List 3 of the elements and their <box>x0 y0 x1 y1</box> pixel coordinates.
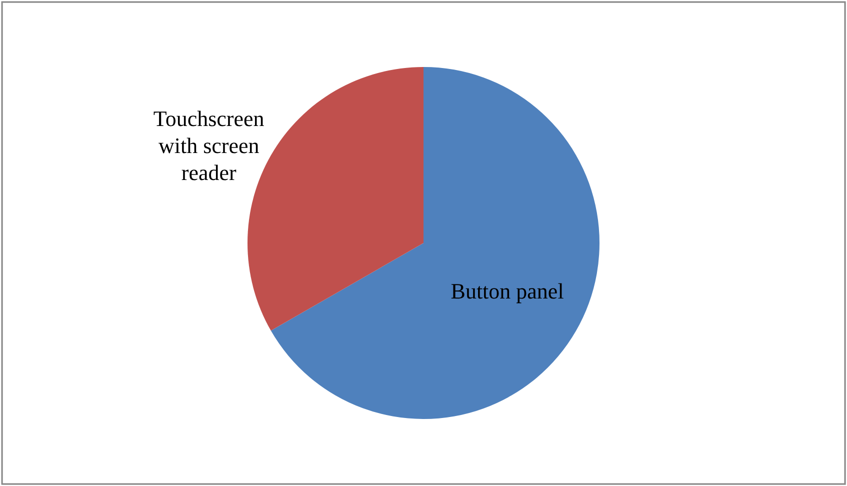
slice-label: Touchscreen with screen reader <box>153 106 264 185</box>
slice-label: Button panel <box>450 278 564 304</box>
pie-slice <box>270 67 600 419</box>
